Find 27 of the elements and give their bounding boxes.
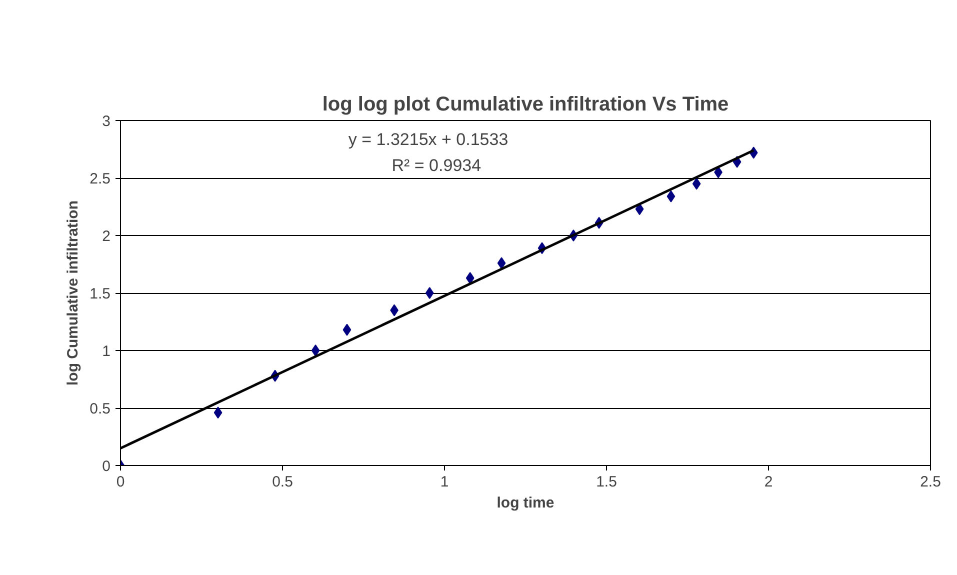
point bbox=[311, 344, 320, 356]
y-tick-label: 1 bbox=[102, 343, 110, 360]
x-tick-label: 2.5 bbox=[920, 474, 941, 490]
y-tick-label: 0 bbox=[102, 458, 110, 475]
y-tick-label: 0.5 bbox=[90, 400, 111, 418]
point bbox=[214, 406, 222, 419]
chart-title: log log plot Cumulative infiltration Vs Time bbox=[322, 94, 729, 116]
x-tick-label: 1.5 bbox=[596, 474, 617, 490]
y-tick-label: 2 bbox=[102, 228, 110, 245]
y-axis-title: log Cumulative infiltration bbox=[64, 200, 82, 386]
annotation: y = 1.3215x + 0.1533 bbox=[348, 130, 508, 149]
point bbox=[342, 324, 352, 336]
y-tick-label: 3 bbox=[102, 113, 110, 130]
x-axis-title: log time bbox=[496, 494, 554, 512]
x-tick-label: 0 bbox=[116, 474, 125, 490]
x-tick-label: 2 bbox=[764, 474, 773, 490]
y-tick-label: 2.5 bbox=[90, 170, 111, 188]
x-tick-label: 0.5 bbox=[272, 474, 293, 490]
x-tick-label: 1 bbox=[440, 474, 449, 490]
point bbox=[692, 178, 701, 190]
point bbox=[466, 272, 474, 284]
point bbox=[425, 287, 434, 299]
point bbox=[497, 257, 506, 270]
y-tick-label: 1.5 bbox=[90, 286, 111, 302]
point bbox=[666, 190, 676, 202]
point bbox=[635, 203, 644, 216]
annotation: R² = 0.9934 bbox=[392, 156, 482, 175]
